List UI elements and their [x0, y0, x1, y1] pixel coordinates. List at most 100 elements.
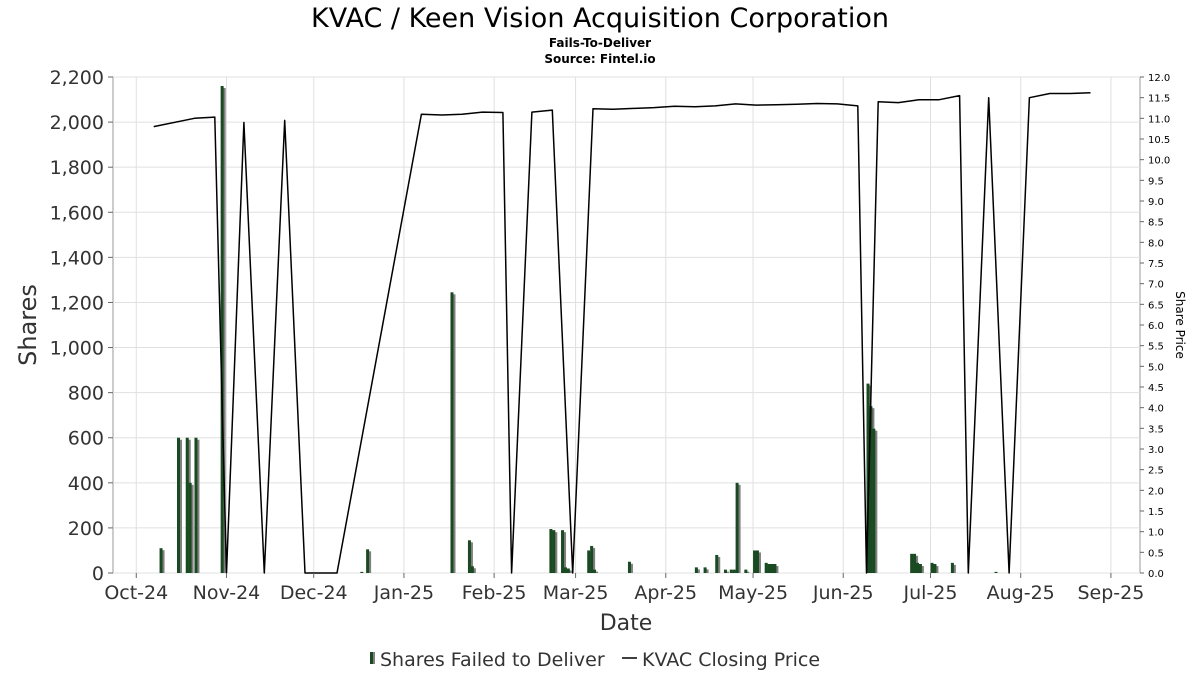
x-tick-label: Sep-25 [1077, 582, 1144, 604]
y2-tick-label: 10.5 [1148, 135, 1170, 146]
bar [627, 561, 631, 573]
bar-shadow [452, 294, 456, 573]
bar [723, 569, 727, 573]
bar-shadow [469, 542, 473, 573]
x-tick-label: Aug-25 [987, 582, 1055, 604]
bar [915, 562, 919, 573]
chart-source: Source: Fintel.io [544, 52, 655, 66]
y2-tick-label: 8.5 [1148, 218, 1164, 229]
x-tick-label: May-25 [718, 582, 788, 604]
y2-tick-label: 8.0 [1148, 238, 1164, 249]
bar [566, 568, 570, 573]
bar [933, 563, 937, 573]
bar [767, 563, 771, 573]
y2-tick-label: 2.5 [1148, 466, 1164, 477]
y-tick-label: 2,200 [50, 67, 104, 89]
bar-shadow [874, 430, 878, 573]
y2-tick-label: 9.0 [1148, 197, 1164, 208]
bar [694, 567, 698, 573]
y-tick-label: 0 [92, 563, 104, 585]
chart-title: KVAC / Keen Vision Acquisition Corporati… [311, 3, 889, 34]
y2-tick-label: 1.0 [1148, 528, 1164, 539]
y2-tick-label: 7.5 [1148, 259, 1164, 270]
y2-tick-label: 10.0 [1148, 156, 1170, 167]
bar [360, 571, 364, 573]
line-layer [153, 91, 1091, 574]
bar-shadow [629, 563, 633, 573]
y2-tick-label: 7.0 [1148, 280, 1164, 291]
bar [913, 553, 917, 573]
bar [561, 530, 565, 573]
bar-shadow [222, 88, 226, 573]
bar [755, 550, 759, 573]
y-tick-label: 1,200 [50, 292, 104, 314]
bar [366, 549, 370, 573]
bar [177, 437, 181, 573]
bar [593, 569, 597, 573]
bar-shadow [775, 565, 779, 573]
legend-bar-swatch [370, 652, 373, 664]
bar-shadow [920, 565, 924, 573]
x-tick-label: Dec-24 [280, 582, 348, 604]
y2-tick-label: 11.5 [1148, 94, 1170, 105]
x-axis-label: Date [600, 611, 653, 636]
bar-shadow [717, 556, 721, 573]
bar-shadow [746, 571, 750, 573]
bar-shadow [737, 484, 741, 573]
bar [918, 563, 922, 573]
x-tick-label: Feb-25 [462, 582, 527, 604]
bar [753, 550, 757, 573]
bar [194, 437, 198, 573]
chart-subtitle: Fails-To-Deliver [549, 36, 651, 50]
bar-shadow [595, 571, 599, 573]
bar [450, 292, 454, 573]
bar-shadow [705, 569, 709, 573]
bar-shadow [935, 565, 939, 573]
y-tick-label: 1,600 [50, 202, 104, 224]
bar [773, 563, 777, 573]
bar-shadow [725, 571, 729, 573]
bar [930, 562, 934, 573]
legend-line-label: KVAC Closing Price [642, 649, 820, 671]
bar [994, 571, 998, 573]
y2-tick-label: 3.5 [1148, 424, 1164, 435]
bar-shadow [190, 484, 194, 573]
bar-shadow [472, 568, 476, 573]
x-tick-label: Apr-25 [634, 582, 697, 604]
bar [220, 86, 224, 573]
bar [872, 428, 876, 573]
y2-tick-label: 5.0 [1148, 362, 1164, 373]
price-line [153, 91, 1091, 574]
legend: Shares Failed to Deliver KVAC Closing Pr… [370, 649, 820, 671]
bar [549, 529, 553, 573]
bar [732, 569, 736, 573]
bar-shadow [554, 532, 558, 573]
y-tick-label: 1,400 [50, 247, 104, 269]
bar [563, 567, 567, 573]
bar [866, 383, 870, 573]
bar [590, 545, 594, 573]
bar [715, 554, 719, 573]
y-tick-label: 1,000 [50, 338, 104, 360]
y2-tick-label: 1.5 [1148, 507, 1164, 518]
bar [770, 563, 774, 573]
legend-bar-swatch-shadow [373, 652, 375, 664]
bar [703, 567, 707, 573]
y-axis-label: Shares [14, 284, 42, 366]
y-tick-label: 2,000 [50, 112, 104, 134]
y2-tick-label: 0.5 [1148, 548, 1164, 559]
x-tick-label: Jul-25 [903, 582, 958, 604]
bar [185, 437, 189, 573]
bar [552, 530, 556, 573]
bar [470, 566, 474, 573]
y2-tick-label: 6.0 [1148, 321, 1164, 332]
y2-tick-label: 9.5 [1148, 176, 1164, 187]
bar [729, 569, 733, 573]
bar-shadow [952, 564, 956, 573]
y2-tick-label: 4.5 [1148, 383, 1164, 394]
y2-tick-label: 3.0 [1148, 445, 1164, 456]
bar [159, 548, 163, 573]
bar [869, 406, 873, 573]
axis-layer: 0 200 400 600 800 1,000 1,200 1,400 1,600 1,800 2,… [50, 67, 1171, 604]
